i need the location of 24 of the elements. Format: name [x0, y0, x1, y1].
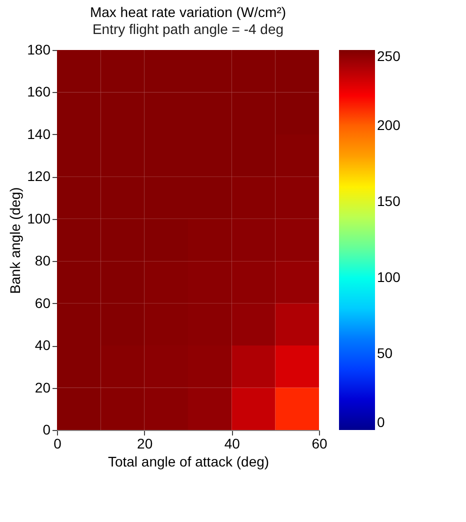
x-tick-label: 20 — [137, 436, 153, 452]
y-tick-label: 100 — [27, 210, 51, 226]
color-bar-label: 200 — [377, 117, 401, 133]
color-bar-label: 100 — [377, 269, 401, 285]
x-tick-label: 0 — [54, 436, 62, 452]
y-tick-label: 20 — [34, 379, 51, 396]
color-bar-label: 0 — [377, 414, 385, 430]
y-tick-label: 160 — [27, 84, 51, 100]
y-tick-label: 120 — [27, 168, 51, 184]
color-bar-label: 250 — [377, 48, 401, 64]
y-tick-label: 0 — [42, 422, 51, 438]
x-tick-label: 40 — [224, 436, 240, 452]
y-tick-label: 80 — [34, 252, 51, 269]
y-tick-label: 140 — [27, 126, 51, 142]
y-tick-label: 180 — [27, 42, 51, 58]
x-axis-title: Total angle of attack (deg) — [108, 454, 270, 470]
y-tick-label: 60 — [34, 294, 51, 311]
x-tick-label: 60 — [312, 436, 328, 452]
chart-subtitle: Entry flight path angle = -4 deg — [92, 21, 284, 37]
y-axis-title: Bank angle (deg) — [7, 187, 24, 294]
color-bar-label: 50 — [377, 345, 393, 361]
color-bar-label: 150 — [377, 193, 401, 209]
chart-title: Max heat rate variation (W/cm²) — [90, 4, 286, 20]
y-tick-label: 40 — [34, 337, 51, 354]
